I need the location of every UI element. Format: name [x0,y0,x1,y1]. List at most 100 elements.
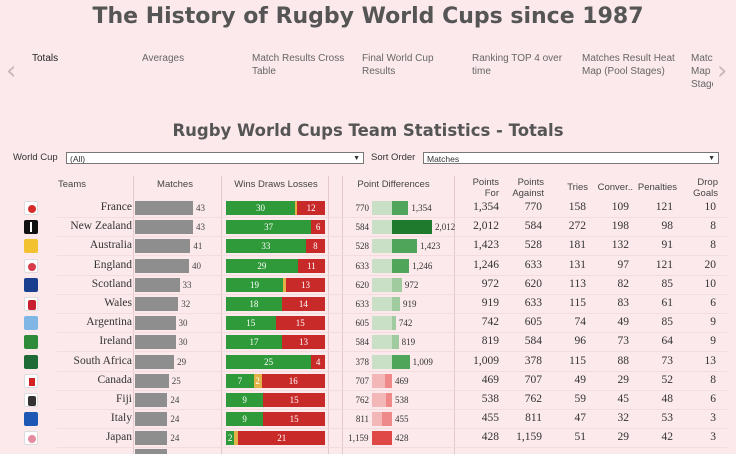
wins-draws-losses-bar: 9 15 [226,412,325,427]
points-against-value: 584 [524,220,542,233]
tab-totals[interactable]: Totals [32,53,59,64]
tab-heat-map[interactable]: Matches Result Heat Map (Pool Stages) [582,53,675,77]
points-for-label: 1,009 [412,356,433,367]
row-divider [57,236,727,238]
points-for-label: 455 [395,414,409,425]
team-name[interactable]: Scotland [91,277,132,290]
wins-segment: 30 [226,201,296,215]
losses-segment: 15 [275,316,325,331]
wins-segment: 37 [226,220,312,235]
conversions-value: 82 [617,277,630,290]
points-against-label: 528 [355,241,370,252]
wins-segment: 9 [226,393,264,407]
team-name[interactable]: Ireland [99,335,132,348]
maple-icon [24,373,38,388]
team-name[interactable]: France [100,201,132,213]
team-name[interactable]: Argentina [86,316,132,329]
fr-icon [24,201,38,215]
points-for-label: 469 [395,375,409,386]
point-diff-base [372,354,392,369]
matches-bar [135,239,191,254]
matches-value: 40 [192,260,201,271]
sort-order-select[interactable]: Matches ▼ [423,152,719,164]
wins-segment: 17 [226,335,283,350]
table-row: France 43 30 12 770 1,354 1,354 770 158 109 121 10 [0,199,736,218]
row-divider [57,217,727,218]
wins-draws-losses-bar: 17 13 [226,335,325,350]
tab-averages[interactable]: Averages [142,53,185,64]
losses-segment: 8 [305,239,325,254]
points-against-label: 707 [355,375,370,386]
wins-segment: 33 [226,239,306,254]
matches-bar [135,449,167,454]
matches-bar [135,335,176,350]
matches-value: 29 [177,356,187,367]
point-diff-base [372,277,392,292]
sort-order-select-value: Matches [427,154,460,164]
next-arrow-icon[interactable]: › [717,56,728,86]
wins-draws-losses-bar: 29 11 [226,258,325,273]
tries-value: 272 [568,220,586,233]
point-diff-bar [392,316,396,331]
points-against-label: 1,159 [348,433,369,444]
points-against-label: 633 [355,260,370,271]
divider [454,176,455,454]
world-cup-select[interactable]: (All) ▼ [66,152,364,164]
team-name[interactable]: New Zealand [70,220,132,233]
matches-bar [135,316,176,331]
point-diff-base [372,297,392,311]
points-for-label: 972 [404,279,419,290]
wins-draws-losses-bar: 9 15 [226,393,325,407]
tab-match-results-cross-table[interactable]: Match Results Cross Table [252,53,345,77]
points-for-value: 819 [481,335,499,348]
matches-bar [135,201,194,215]
losses-segment: 14 [281,297,325,311]
tab-match-map-stage[interactable]: Match Map Stage [691,53,713,90]
feathers-icon [24,297,38,311]
conversions-value: 88 [617,354,630,367]
divider [221,176,222,454]
chevron-down-icon: ▼ [708,155,715,162]
point-diff-bar [392,354,410,369]
tab-ranking-top-4[interactable]: Ranking TOP 4 over time [472,53,563,77]
team-name[interactable]: Australia [89,239,132,252]
tries-value: 158 [568,201,586,213]
team-name[interactable]: Wales [104,297,132,309]
team-name[interactable]: Fiji [116,393,132,405]
col-header-matches: Matches [157,179,193,190]
world-cup-filter-label: World Cup [13,152,58,163]
table-row [0,449,736,454]
prev-arrow-icon[interactable]: ‹ [6,56,17,86]
points-for-value: 1,354 [473,201,499,213]
points-against-value: 528 [524,239,542,252]
points-for-label: 1,423 [420,241,441,252]
col-header-drop-goals: Drop Goals [693,177,718,199]
points-against-label: 378 [355,356,370,367]
fiji-icon [24,393,38,407]
italy-icon [24,412,38,427]
point-diff-bar [392,239,418,254]
penalties-value: 42 [661,431,674,444]
losses-segment: 4 [311,354,325,369]
points-against-label: 762 [355,395,370,405]
team-name[interactable]: Italy [110,412,132,425]
row-divider [57,293,727,295]
row-divider [57,351,727,353]
wins-segment: 2 [226,431,235,446]
points-for-value: 972 [481,277,499,290]
team-name[interactable]: South Africa [73,354,132,367]
fern-icon [24,220,38,235]
team-name[interactable]: Canada [97,373,132,386]
conversions-value: 29 [617,373,630,386]
points-for-label: 919 [403,299,417,309]
team-name[interactable]: England [93,258,132,271]
points-against-value: 707 [524,373,542,386]
points-for-label: 1,354 [411,203,432,213]
tab-final-world-cup-results[interactable]: Final World Cup Results [362,53,434,77]
row-divider [57,370,727,372]
team-name[interactable]: Japan [105,431,132,444]
wins-segment: 29 [226,258,298,273]
matches-bar [135,431,168,446]
row-divider [57,447,727,449]
drop-goals-value: 9 [710,316,716,329]
